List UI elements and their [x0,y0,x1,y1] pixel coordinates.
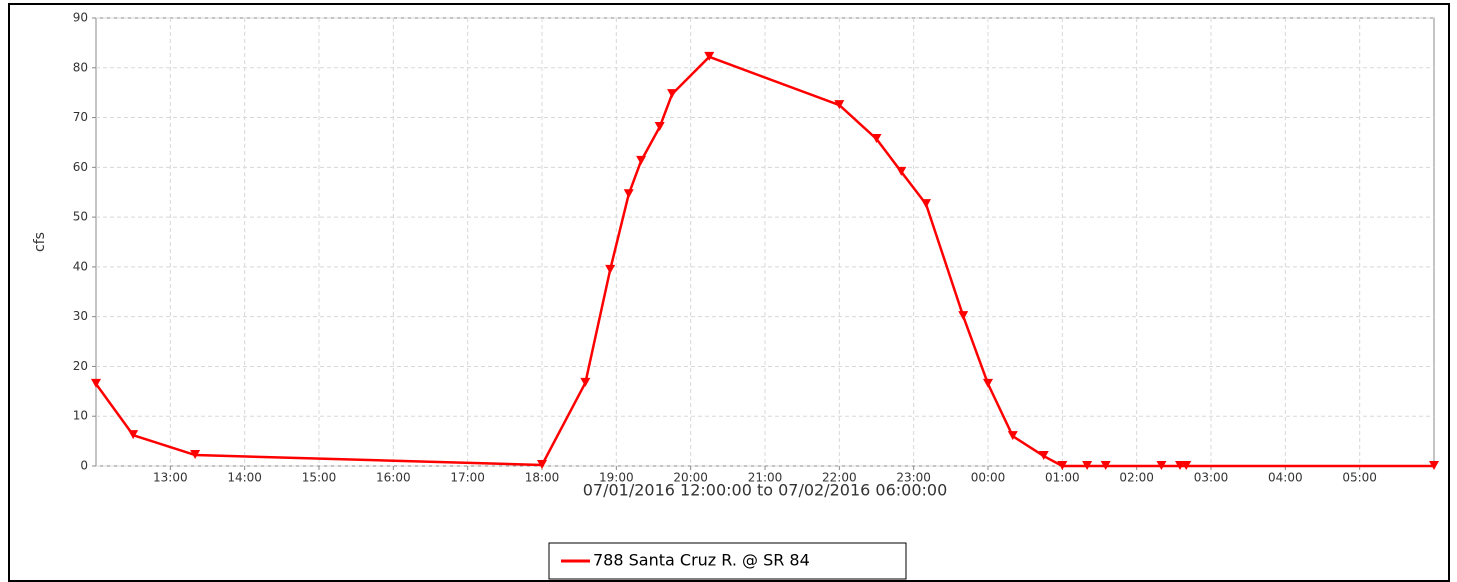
x-tick-label: 13:00 [153,471,188,485]
x-tick-label: 02:00 [1119,471,1154,485]
x-tick-label: 00:00 [971,471,1006,485]
x-tick-label: 03:00 [1194,471,1229,485]
data-point [605,264,616,274]
data-point [921,199,932,209]
y-tick-label: 70 [73,110,88,124]
x-tick-label: 22:00 [822,471,857,485]
data-point [1082,461,1093,470]
data-point [983,378,993,388]
data-point [128,430,139,440]
y-tick-label: 60 [73,160,88,174]
x-tick-label: 17:00 [450,471,485,485]
x-axis-label: 07/01/2016 12:00:00 to 07/02/2016 06:00:… [583,481,948,500]
x-tick-label: 14:00 [227,471,262,485]
data-point [958,311,969,321]
y-tick-label: 20 [73,359,88,373]
x-tick-label: 20:00 [673,471,708,485]
y-tick-label: 0 [80,459,88,473]
x-tick-label: 18:00 [525,471,560,485]
x-tick-label: 01:00 [1045,471,1080,485]
y-tick-label: 10 [73,409,88,423]
data-point [1429,461,1439,470]
legend-label: 788 Santa Cruz R. @ SR 84 [593,551,810,570]
y-tick-label: 40 [73,259,88,273]
data-point [1156,461,1167,470]
data-point [1181,461,1192,470]
data-point [1038,451,1049,461]
data-point [1007,431,1018,441]
data-point [667,89,678,99]
y-tick-label: 90 [73,11,88,25]
x-tick-label: 19:00 [599,471,634,485]
legend [548,542,907,580]
data-point [636,155,647,165]
y-tick-label: 50 [73,210,88,224]
y-axis-label: cfs [32,232,48,252]
data-point [654,122,665,132]
data-point [91,378,101,388]
x-tick-label: 15:00 [302,471,337,485]
data-point [871,133,882,143]
data-point [1057,461,1068,470]
data-point [190,450,201,460]
x-tick-label: 04:00 [1268,471,1303,485]
y-tick-label: 30 [73,309,88,323]
y-tick-label: 80 [73,60,88,74]
x-tick-label: 23:00 [896,471,931,485]
data-point [834,100,845,110]
data-point [896,166,907,176]
series-line [94,55,1434,468]
data-point [580,377,591,387]
x-tick-label: 21:00 [748,471,783,485]
x-tick-label: 05:00 [1342,471,1377,485]
x-tick-label: 16:00 [376,471,411,485]
data-point [623,189,634,199]
data-point [704,51,715,61]
data-point [1100,461,1111,470]
data-point [537,460,547,470]
